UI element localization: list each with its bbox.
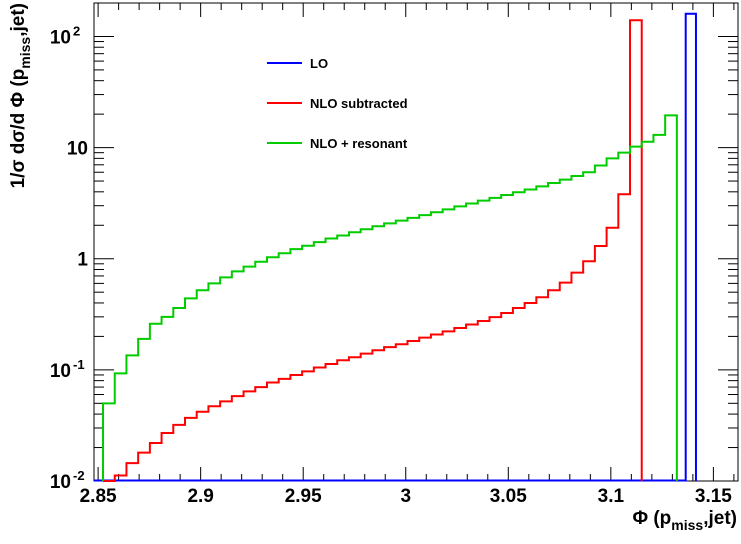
series-lo [94, 12, 697, 482]
axis-ticks [94, 2, 738, 482]
y-tick-label: 1 [77, 250, 88, 271]
y-tick-label: 10 [50, 361, 71, 382]
legend-label: NLO subtracted [310, 96, 408, 111]
x-axis-label: Φ (pmiss,jet) [632, 508, 737, 533]
y-tick-exponent: 2 [73, 23, 80, 38]
x-tick-label: 2.95 [285, 486, 322, 507]
series-nlo-subtracted [103, 19, 643, 482]
series-nlo-resonant [102, 114, 678, 481]
x-tick-label: 3.05 [490, 486, 527, 507]
x-tick-label: 3 [400, 486, 411, 507]
legend-label: LO [310, 56, 328, 71]
y-tick-label: 10 [67, 139, 88, 160]
y-tick-exponent: -1 [73, 357, 85, 372]
y-tick-label: 10 [50, 27, 71, 48]
x-tick-label: 2.85 [80, 486, 117, 507]
y-axis-label: 1/σ dσ/d Φ (pmiss,jet) [8, 3, 33, 188]
x-tick-label: 3.15 [695, 486, 732, 507]
x-tick-label: 3.1 [598, 486, 625, 507]
x-tick-label: 2.9 [187, 486, 213, 507]
y-tick-exponent: -2 [73, 468, 85, 483]
y-tick-label: 10 [50, 472, 71, 493]
series-layer [94, 12, 697, 482]
legend: LO NLO subtracted NLO + resonant [267, 56, 408, 151]
legend-label: NLO + resonant [310, 136, 408, 151]
